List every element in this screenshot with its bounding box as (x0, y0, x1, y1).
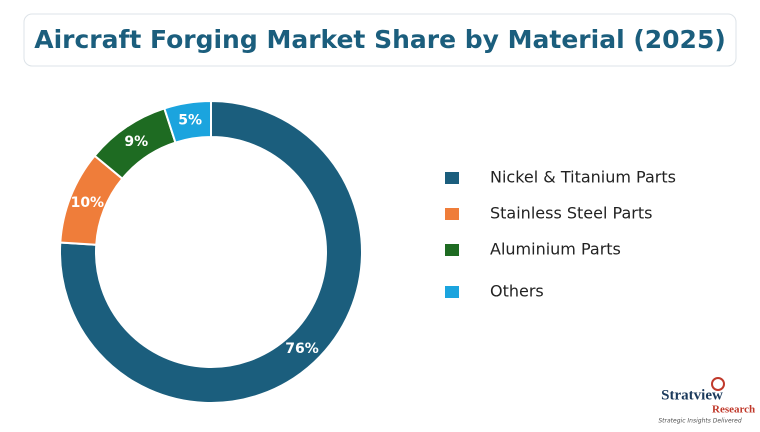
data-label: 10% (71, 195, 105, 211)
legend-swatch (445, 172, 459, 184)
legend-label: Aluminium Parts (490, 240, 621, 259)
data-label: 5% (178, 113, 202, 129)
legend-label: Nickel & Titanium Parts (490, 168, 676, 187)
logo: Stratview Research Strategic Insights De… (658, 377, 755, 425)
donut-segment (59, 99, 363, 404)
legend-label: Stainless Steel Parts (490, 204, 652, 223)
logo-tagline: Strategic Insights Delivered (658, 418, 741, 425)
legend-swatch (445, 244, 459, 256)
data-label: 76% (285, 341, 319, 357)
legend-label: Others (490, 282, 544, 301)
logo-name: Stratview (661, 387, 723, 403)
chart-title: Aircraft Forging Market Share by Materia… (34, 25, 726, 54)
legend-swatch (445, 208, 459, 220)
title-box (23, 13, 737, 67)
data-label: 9% (124, 134, 148, 150)
logo-sub: Research (712, 404, 755, 416)
donut-segment (163, 99, 212, 144)
legend-swatch (445, 286, 459, 298)
logo-icon (711, 377, 725, 391)
